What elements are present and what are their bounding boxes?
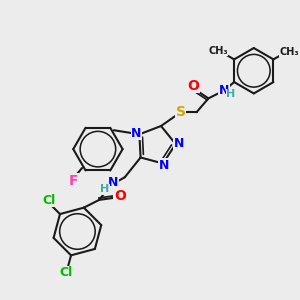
Text: N: N bbox=[131, 127, 142, 140]
Text: H: H bbox=[100, 184, 110, 194]
Text: N: N bbox=[219, 84, 230, 97]
Text: O: O bbox=[188, 79, 200, 92]
Text: CH₃: CH₃ bbox=[208, 46, 228, 56]
Text: F: F bbox=[69, 173, 79, 188]
Text: O: O bbox=[114, 189, 126, 203]
Text: N: N bbox=[108, 176, 118, 189]
Text: CH₃: CH₃ bbox=[280, 47, 299, 57]
Text: S: S bbox=[176, 105, 186, 119]
Text: Cl: Cl bbox=[42, 194, 56, 206]
Text: H: H bbox=[226, 89, 236, 99]
Text: N: N bbox=[159, 159, 169, 172]
Text: Cl: Cl bbox=[59, 266, 72, 279]
Text: N: N bbox=[173, 136, 184, 149]
